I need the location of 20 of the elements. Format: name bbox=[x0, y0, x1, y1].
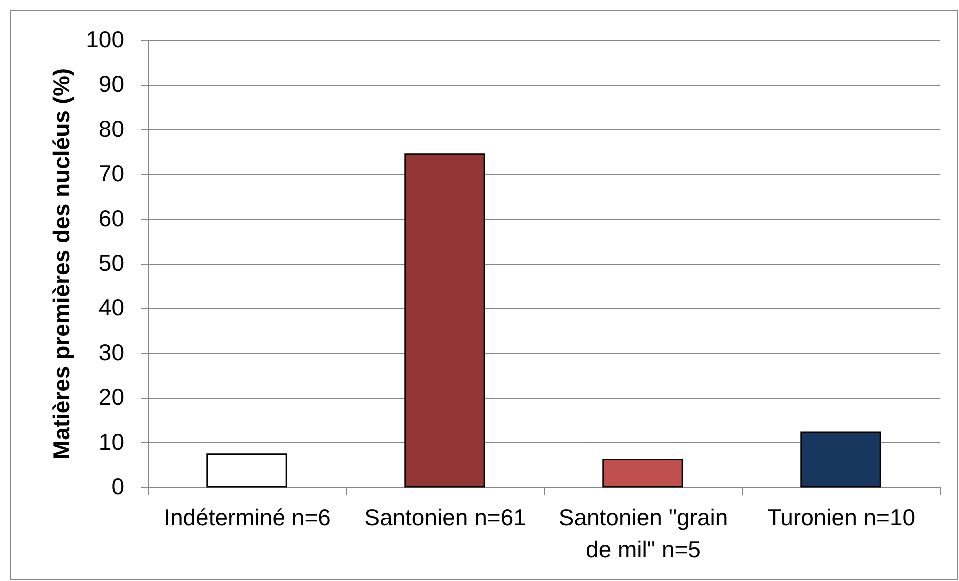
bar bbox=[404, 154, 486, 488]
y-tick-label: 80 bbox=[98, 116, 124, 142]
y-tick-label: 60 bbox=[98, 205, 124, 232]
x-tick-label: Turonien n=10 bbox=[767, 504, 916, 530]
y-tick-label: 50 bbox=[98, 250, 124, 276]
y-tick-label: 100 bbox=[86, 26, 124, 52]
y-tick-label: 30 bbox=[98, 339, 124, 366]
y-tick-label: 90 bbox=[98, 71, 124, 98]
x-tick-label: Santonien n=61 bbox=[364, 504, 526, 530]
y-tick-label: 0 bbox=[112, 474, 124, 500]
y-tick-label: 40 bbox=[98, 294, 124, 321]
y-tick-label: 20 bbox=[98, 384, 124, 410]
y-tick-label: 10 bbox=[98, 428, 124, 455]
y-tick-label: 70 bbox=[98, 160, 124, 187]
x-tick-label: Indéterminé n=6 bbox=[164, 504, 331, 530]
bar bbox=[800, 432, 882, 488]
x-tick-label: Santonien "grain de mil" n=5 bbox=[558, 504, 728, 562]
bar bbox=[602, 458, 684, 488]
y-axis-title: Matières premières des nucléus (%) bbox=[48, 68, 74, 460]
bar bbox=[206, 454, 288, 488]
